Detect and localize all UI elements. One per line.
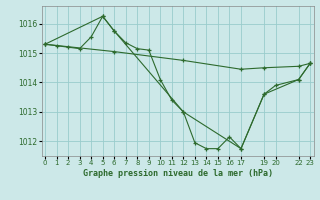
X-axis label: Graphe pression niveau de la mer (hPa): Graphe pression niveau de la mer (hPa) (83, 169, 273, 178)
